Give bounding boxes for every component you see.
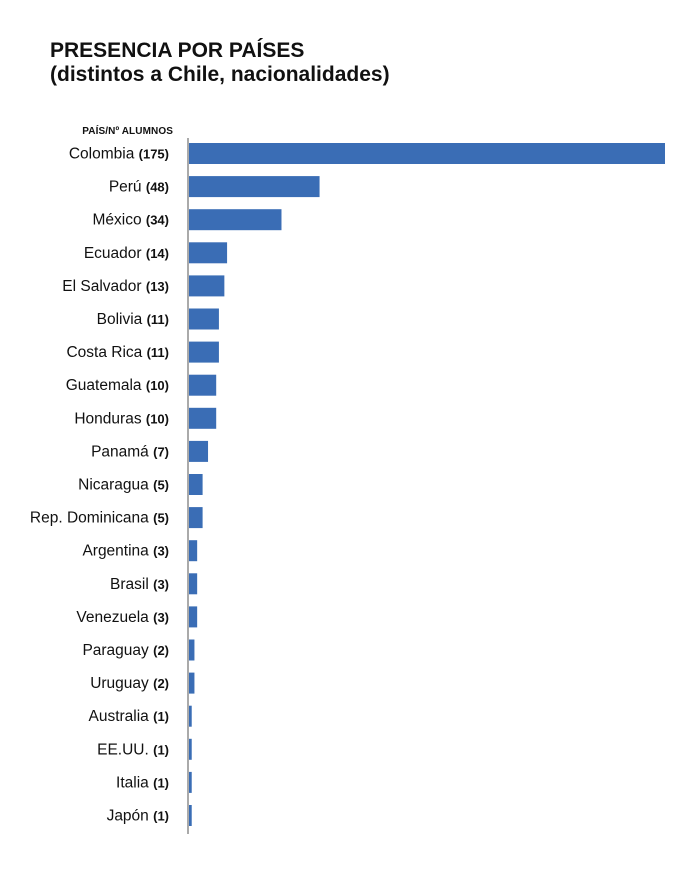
category-name: Nicaragua [78, 477, 153, 494]
bar-8 [189, 407, 217, 429]
category-label: Australia (1) [88, 708, 169, 725]
value-label: (5) [153, 478, 169, 493]
category-label: Nicaragua (5) [78, 477, 169, 494]
bar-11 [189, 507, 203, 529]
category-label: Italia (1) [116, 774, 169, 791]
category-name: Australia [88, 708, 153, 725]
value-label: (14) [146, 246, 169, 261]
category-name: El Salvador [62, 278, 146, 295]
bar-3 [189, 242, 228, 264]
bar-7 [189, 374, 217, 396]
bar-5 [189, 308, 219, 330]
value-label: (3) [153, 610, 169, 625]
category-name: Ecuador [84, 245, 146, 262]
bar-13 [189, 573, 198, 595]
category-name: Argentina [82, 543, 153, 560]
value-label: (1) [153, 709, 169, 724]
category-label: Bolivia (11) [97, 311, 169, 328]
category-label: Ecuador (14) [84, 245, 169, 262]
value-label: (5) [153, 511, 169, 526]
value-label: (7) [153, 444, 169, 459]
value-label: (11) [147, 312, 169, 327]
value-label: (11) [147, 345, 169, 360]
value-label: (10) [146, 411, 169, 426]
category-name: México [92, 212, 145, 229]
chart-subtitle: (distintos a Chile, nacionalidades) [50, 63, 390, 86]
category-name: Bolivia [97, 311, 147, 328]
category-name: EE.UU. [97, 741, 153, 758]
bar-15 [189, 639, 195, 661]
category-name: Costa Rica [66, 344, 146, 361]
value-label: (1) [153, 809, 169, 824]
bar-19 [189, 771, 192, 793]
bar-1 [189, 176, 320, 198]
category-name: Japón [107, 808, 154, 825]
category-name: Guatemala [66, 377, 146, 394]
category-name: Colombia [69, 146, 139, 163]
bar-16 [189, 672, 195, 694]
category-label: Costa Rica (11) [66, 344, 169, 361]
category-name: Panamá [91, 443, 153, 460]
category-name: Paraguay [82, 642, 153, 659]
category-label: Brasil (3) [110, 576, 169, 593]
category-name: Honduras [74, 410, 146, 427]
category-name: Venezuela [76, 609, 153, 626]
category-label: EE.UU. (1) [97, 741, 169, 758]
bar-0 [189, 143, 665, 164]
value-label: (1) [153, 742, 169, 757]
category-label: Panamá (7) [91, 443, 169, 460]
chart-title: PRESENCIA POR PAÍSES [50, 39, 305, 62]
category-label: El Salvador (13) [62, 278, 169, 295]
value-label: (34) [146, 213, 169, 228]
category-label: Honduras (10) [74, 410, 169, 427]
category-name: Brasil [110, 576, 153, 593]
bar-10 [189, 474, 203, 495]
category-label: Uruguay (2) [90, 675, 169, 692]
bar-20 [189, 805, 192, 826]
category-label: Venezuela (3) [76, 609, 169, 626]
column-header: PAÍS/Nº ALUMNOS [82, 126, 173, 137]
category-name: Uruguay [90, 675, 153, 692]
category-label: Colombia (175) [69, 146, 169, 163]
value-label: (2) [153, 643, 169, 658]
category-label: Japón (1) [107, 808, 169, 825]
bar-18 [189, 738, 192, 760]
category-label: Argentina (3) [82, 543, 169, 560]
category-label: México (34) [92, 212, 169, 229]
category-name: Rep. Dominicana [30, 510, 153, 527]
value-label: (175) [139, 147, 169, 162]
category-name: Perú [109, 179, 146, 196]
bar-17 [189, 705, 192, 727]
category-label: Perú (48) [109, 179, 169, 196]
category-label: Paraguay (2) [82, 642, 169, 659]
category-label: Guatemala (10) [66, 377, 169, 394]
value-label: (3) [153, 577, 169, 592]
bar-4 [189, 275, 225, 297]
bar-9 [189, 440, 209, 462]
bar-14 [189, 606, 198, 628]
bar-6 [189, 341, 219, 363]
value-label: (13) [146, 279, 169, 294]
value-label: (48) [146, 180, 169, 195]
category-label: Rep. Dominicana (5) [30, 510, 169, 527]
bar-12 [189, 540, 198, 562]
value-label: (2) [153, 676, 169, 691]
category-name: Italia [116, 774, 153, 791]
bar-2 [189, 209, 282, 231]
value-label: (1) [153, 775, 169, 790]
value-label: (3) [153, 544, 169, 559]
value-label: (10) [146, 378, 169, 393]
